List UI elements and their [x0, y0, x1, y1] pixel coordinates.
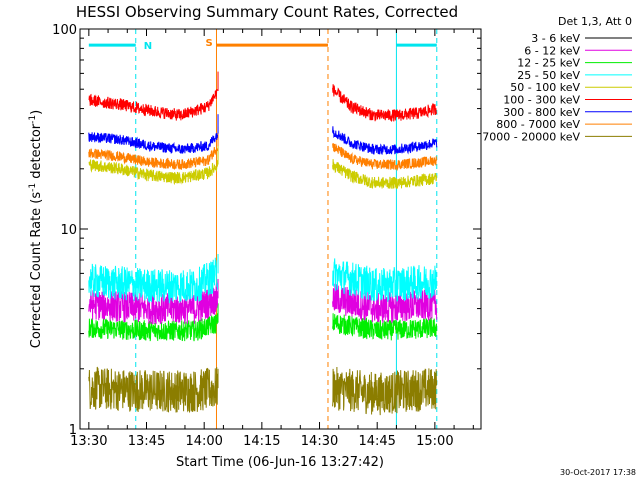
legend-header: Det 1,3, Att 0 — [558, 15, 632, 28]
x-tick-label: 13:30 — [70, 434, 107, 449]
series-line-1 — [88, 147, 218, 171]
legend-label: 12 - 25 keV — [517, 57, 580, 70]
series-line-2 — [332, 366, 438, 416]
series-line-2 — [332, 313, 438, 341]
legend-label: 800 - 7000 keV — [496, 118, 580, 131]
saa-label: S — [205, 38, 212, 49]
series-300-800kev — [88, 114, 438, 155]
series-7000-20000kev — [88, 366, 438, 416]
y-axis-label: Corrected Count Rate (s-1 detector-1) — [28, 110, 44, 348]
series-line-1 — [88, 132, 218, 155]
series-line-1 — [88, 257, 218, 304]
x-tick-label: 15:00 — [416, 434, 453, 449]
night-label: N — [144, 41, 152, 52]
y-tick-label: 100 — [52, 23, 77, 38]
series-50-100kev — [88, 145, 438, 190]
series-line-2 — [332, 159, 438, 190]
legend-label: 7000 - 20000 keV — [482, 130, 580, 143]
series-line-1 — [88, 366, 218, 414]
legend-label: 50 - 100 keV — [510, 81, 580, 94]
axes: 13:30 13:45 14:00 14:15 14:30 14:45 15:00 1 10 10… — [52, 23, 481, 449]
series-25-50kev — [88, 253, 438, 304]
x-tick-label: 13:45 — [128, 434, 165, 449]
legend-label: 300 - 800 keV — [503, 106, 580, 119]
series-line-1 — [88, 88, 218, 121]
legend-label: 25 - 50 keV — [517, 69, 580, 82]
y-tick-label: 1 — [69, 423, 77, 438]
series-layer — [88, 71, 438, 429]
plot-frame — [79, 28, 482, 430]
y-tick-label: 10 — [60, 223, 77, 238]
x-tick-label: 14:45 — [358, 434, 395, 449]
chart-title: HESSI Observing Summary Count Rates, Cor… — [76, 3, 458, 21]
series-line-1 — [88, 158, 218, 186]
legend-label: 3 - 6 keV — [531, 32, 580, 45]
x-axis-label: Start Time (06-Jun-16 13:27:42) — [176, 455, 384, 470]
legend-label: 100 - 300 keV — [503, 94, 580, 107]
series-line-2 — [332, 84, 438, 122]
series-line-2 — [332, 258, 438, 302]
series-line-2 — [332, 126, 438, 155]
series-line-2 — [332, 283, 438, 324]
x-tick-label: 14:00 — [185, 434, 222, 449]
series-100-300kev — [88, 71, 438, 122]
generated-timestamp: 30-Oct-2017 17:38 — [560, 468, 636, 477]
series-line-2 — [332, 143, 438, 172]
x-tick-label: 14:15 — [243, 434, 280, 449]
x-tick-label: 14:30 — [301, 434, 338, 449]
legend-label: 6 - 12 keV — [524, 44, 580, 57]
